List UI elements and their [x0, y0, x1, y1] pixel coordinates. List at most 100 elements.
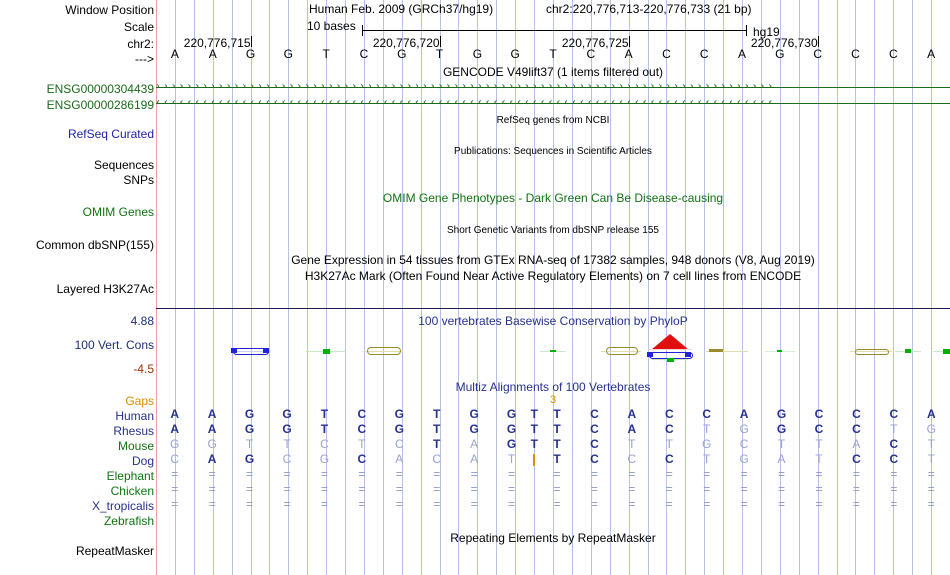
- label-layered-h3k27ac[interactable]: Layered H3K27Ac: [56, 282, 154, 296]
- grid-line: [458, 0, 460, 575]
- alignment-base: =: [553, 497, 561, 511]
- reference-base: T: [322, 47, 330, 61]
- gencode-center-label[interactable]: GENCODE V49lift37 (1 items filtered out): [442, 65, 664, 79]
- label-species-elephant[interactable]: Elephant: [106, 469, 154, 483]
- label-omim-genes[interactable]: OMIM Genes: [82, 205, 154, 219]
- alignment-base: T: [815, 437, 823, 451]
- gtex-center-label[interactable]: Gene Expression in 54 tissues from GTEx …: [291, 253, 815, 267]
- alignment-base: =: [283, 467, 291, 481]
- alignment-base: =: [358, 497, 366, 511]
- alignment-row[interactable]: = = = = = = = = = = = = = = = = = = = = =: [156, 483, 950, 496]
- assembly-title: Human Feb. 2009 (GRCh37/hg19): [309, 2, 494, 16]
- alignment-base: C: [739, 437, 749, 451]
- label-100-vert-cons[interactable]: 100 Vert. Cons: [74, 338, 154, 352]
- alignment-row[interactable]: = = = = = = = = = = = = = = = = = = = = =: [156, 498, 950, 511]
- label-common-dbsnp[interactable]: Common dbSNP(155): [35, 238, 154, 252]
- alignment-base: =: [395, 482, 403, 496]
- conservation-plot[interactable]: [156, 309, 950, 379]
- label-sequences[interactable]: Sequences: [93, 158, 154, 172]
- alignment-base: C: [627, 452, 637, 466]
- label-species-rhesus[interactable]: Rhesus: [113, 424, 154, 438]
- alignment-base: T: [530, 437, 538, 451]
- alignment-base: A: [852, 437, 861, 451]
- multiz-center-label[interactable]: Multiz Alignments of 100 Vertebrates: [455, 380, 651, 394]
- publications-center-label[interactable]: Publications: Sequences in Scientific Ar…: [454, 146, 652, 157]
- grid-line: [742, 0, 744, 575]
- alignment-base: C: [282, 452, 292, 466]
- reference-base: C: [662, 47, 671, 61]
- conservation-mark: [606, 347, 639, 355]
- label-species-zebrafish[interactable]: Zebrafish: [103, 514, 154, 528]
- alignment-row[interactable]: [156, 513, 950, 526]
- alignment-base: A: [170, 407, 180, 421]
- reference-base: G: [397, 47, 407, 61]
- alignment-base: G: [776, 422, 787, 436]
- gencode-transcript-reverse[interactable]: ‹‹‹‹‹‹‹‹‹‹‹‹‹‹‹‹‹‹‹‹‹‹‹‹‹‹‹‹‹‹‹‹‹‹‹‹‹‹‹‹…: [156, 99, 950, 108]
- label-species-chicken[interactable]: Chicken: [110, 484, 154, 498]
- alignment-base: C: [357, 407, 367, 421]
- grid-line: [628, 0, 630, 575]
- alignment-base: T: [553, 437, 561, 451]
- alignment-base: =: [665, 482, 673, 496]
- label-species-human[interactable]: Human: [115, 409, 154, 423]
- reference-base: A: [208, 47, 217, 61]
- label-repeatmasker[interactable]: RepeatMasker: [75, 544, 154, 558]
- alignment-base: C: [664, 452, 674, 466]
- conservation-mark: [647, 352, 654, 357]
- h3k27ac-center-label[interactable]: H3K27Ac Mark (Often Found Near Active Re…: [304, 269, 802, 283]
- alignment-base: =: [852, 467, 860, 481]
- alignment-base: =: [208, 467, 216, 481]
- label-species-mouse[interactable]: Mouse: [117, 439, 154, 453]
- alignment-base: =: [890, 467, 898, 481]
- label-snps[interactable]: SNPs: [123, 173, 154, 187]
- repeatmasker-center-label[interactable]: Repeating Elements by RepeatMasker: [450, 531, 656, 545]
- alignment-base: =: [927, 467, 935, 481]
- alignment-base: =: [628, 467, 636, 481]
- grid-line: [193, 0, 195, 575]
- grid-line: [723, 0, 725, 575]
- label-gaps: Gaps: [125, 394, 154, 408]
- alignment-base: C: [664, 422, 674, 436]
- label-species-xtropicalis[interactable]: X_tropicalis: [91, 499, 154, 513]
- alignment-base: T: [665, 437, 673, 451]
- grid-line: [609, 0, 611, 575]
- grid-line: [817, 0, 819, 575]
- alignment-base: =: [171, 497, 179, 511]
- alignment-base: G: [506, 422, 517, 436]
- label-gencode-item-1[interactable]: ENSG00000304439: [46, 82, 154, 96]
- grid-line: [382, 0, 384, 575]
- alignment-gap-bar: [533, 454, 536, 466]
- alignment-base: G: [776, 407, 787, 421]
- gencode-transcript-forward[interactable]: ››››››››››››››››››››››››››››››››››››››››…: [156, 83, 950, 92]
- alignment-base: G: [282, 422, 292, 436]
- refseq-center-label[interactable]: RefSeq genes from NCBI: [496, 115, 610, 126]
- alignment-base: G: [926, 422, 936, 436]
- conservation-baseline: [230, 351, 271, 352]
- alignment-base: G: [244, 407, 255, 421]
- alignment-base: =: [433, 497, 441, 511]
- alignment-base: =: [703, 467, 711, 481]
- label-species-dog[interactable]: Dog: [131, 454, 154, 468]
- label-gencode-item-2[interactable]: ENSG00000286199: [46, 98, 154, 112]
- ruler-tick-label: 220,776,720: [372, 36, 440, 50]
- alignment-base: =: [703, 482, 711, 496]
- conservation-mark: [854, 349, 889, 355]
- alignment-row[interactable]: = = = = = = = = = = = = = = = = = = = = =: [156, 468, 950, 481]
- reference-base: C: [699, 47, 709, 61]
- conservation-center-label[interactable]: 100 vertebrates Basewise Conservation by…: [418, 314, 688, 328]
- alignment-base: =: [927, 497, 935, 511]
- grid-line: [779, 0, 781, 575]
- alignment-base: C: [852, 422, 861, 436]
- dbsnp-center-label[interactable]: Short Genetic Variants from dbSNP releas…: [447, 225, 659, 236]
- grid-line: [931, 0, 933, 575]
- label-refseq-curated[interactable]: RefSeq Curated: [67, 127, 154, 141]
- alignment-base: C: [320, 437, 329, 451]
- grid-line: [326, 0, 328, 575]
- grid-line: [760, 0, 762, 575]
- omim-center-label[interactable]: OMIM Gene Phenotypes - Dark Green Can Be…: [382, 191, 724, 205]
